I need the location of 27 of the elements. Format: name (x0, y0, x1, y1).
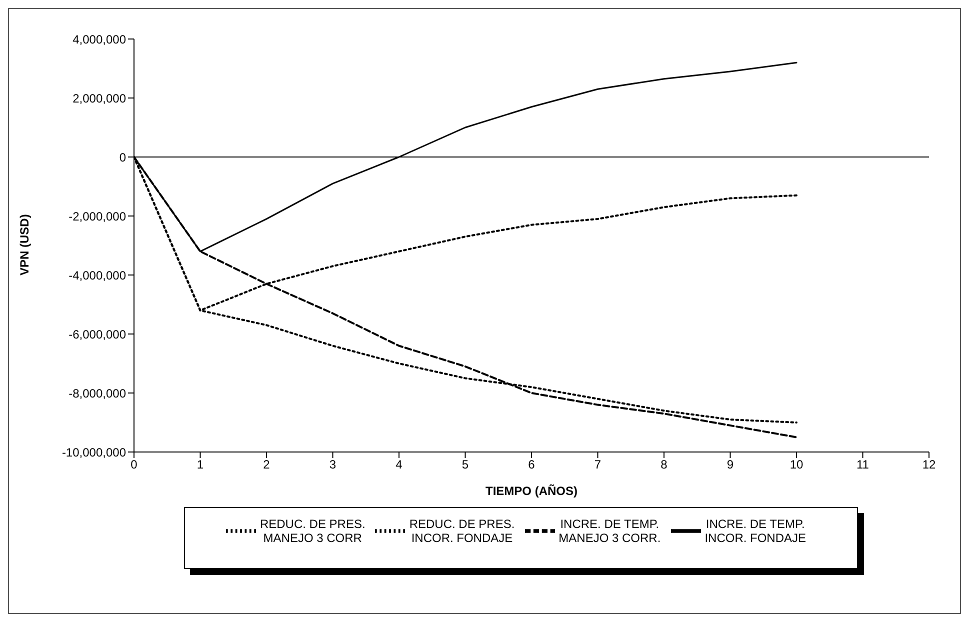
legend-label: REDUC. DE PRES. INCOR. FONDAJE (409, 517, 515, 545)
y-tick-label: -10,000,000 (62, 445, 126, 460)
x-tick-label: 8 (660, 458, 668, 472)
x-tick-label: 11 (856, 458, 870, 472)
x-tick-label: 0 (130, 458, 138, 472)
x-tick-label: 4 (396, 458, 403, 472)
y-tick-label: -2,000,000 (68, 209, 126, 224)
y-tick-label: -6,000,000 (68, 327, 126, 342)
x-tick-label: 5 (462, 458, 469, 472)
y-tick-label: -8,000,000 (68, 386, 126, 400)
x-tick-label: 2 (263, 458, 270, 472)
y-tick-label: -4,000,000 (68, 268, 126, 282)
x-tick-label: 3 (329, 458, 336, 472)
x-tick-label: 10 (790, 458, 804, 472)
y-tick-label: 2,000,000 (72, 91, 126, 106)
y-axis-title: VPN (USD) (17, 214, 32, 276)
x-tick-label: 7 (594, 458, 602, 472)
x-axis-title: TIEMPO (AÑOS) (486, 484, 578, 498)
y-tick-label: 0 (119, 150, 126, 164)
x-tick-label: 12 (922, 458, 936, 472)
y-tick-label: 4,000,000 (72, 32, 126, 46)
legend-label: INCRE. DE TEMP. MANEJO 3 CORR. (558, 517, 661, 545)
x-tick-label: 6 (528, 458, 536, 472)
legend-label: REDUC. DE PRES. MANEJO 3 CORR (260, 517, 366, 545)
x-tick-label: 9 (726, 458, 734, 472)
legend-label: INCRE. DE TEMP. INCOR. FONDAJE (704, 517, 806, 545)
x-tick-label: 1 (196, 458, 204, 472)
